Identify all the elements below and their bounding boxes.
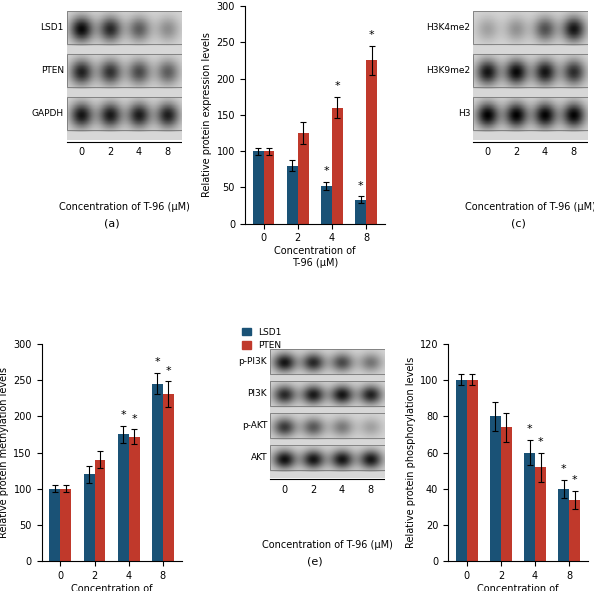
Text: *: * [324,166,329,176]
Text: Concentration of T-96 (μM): Concentration of T-96 (μM) [59,202,189,212]
Text: Concentration of T-96 (μM): Concentration of T-96 (μM) [262,540,393,550]
Text: (c): (c) [511,219,526,228]
Text: (e): (e) [307,556,323,566]
Bar [490,416,501,561]
Text: *: * [358,181,364,191]
Bar [252,151,264,224]
Text: LSD1: LSD1 [40,23,64,32]
Bar [270,349,385,374]
Bar [270,413,385,438]
Text: PI3K: PI3K [248,389,267,398]
Text: *: * [369,30,374,40]
Text: H3K9me2: H3K9me2 [426,66,470,75]
Y-axis label: Relative protein phosphorylation levels: Relative protein phosphorylation levels [406,357,416,548]
Bar [163,394,174,561]
Text: (a): (a) [104,219,119,228]
Text: 2: 2 [513,147,519,157]
Text: 0: 0 [282,485,287,495]
Bar [558,489,569,561]
Bar [535,467,546,561]
Text: 4: 4 [542,147,548,157]
Text: *: * [527,424,532,434]
Text: p-PI3K: p-PI3K [239,357,267,366]
Text: *: * [121,410,126,420]
Text: *: * [334,81,340,91]
Bar [366,60,377,224]
Text: *: * [572,475,577,485]
Text: 8: 8 [368,485,374,495]
Text: *: * [154,357,160,367]
Bar [67,11,182,44]
X-axis label: Concentration of
T-96 (μM): Concentration of T-96 (μM) [477,584,559,591]
Text: *: * [131,414,137,424]
Bar [84,475,94,561]
Text: 2: 2 [310,485,316,495]
Text: *: * [538,437,544,447]
Text: p-AKT: p-AKT [242,421,267,430]
Text: *: * [561,465,567,475]
Text: H3K4me2: H3K4me2 [426,23,470,32]
Bar [321,186,332,224]
X-axis label: Concentration of
T-96 (μM): Concentration of T-96 (μM) [71,584,153,591]
Text: PTEN: PTEN [41,66,64,75]
Bar [332,108,343,224]
Text: 8: 8 [571,147,577,157]
Bar [524,453,535,561]
Bar [287,165,298,224]
X-axis label: Concentration of
T-96 (μM): Concentration of T-96 (μM) [274,246,356,268]
Bar [129,437,140,561]
Text: 8: 8 [165,147,170,157]
Bar [67,97,182,130]
Bar [467,380,478,561]
Bar [501,427,512,561]
Text: AKT: AKT [251,453,267,462]
Bar [473,97,588,130]
Bar [298,133,309,224]
Bar [118,434,129,561]
Bar [67,54,182,87]
Bar [473,54,588,87]
Text: H3: H3 [458,109,470,118]
Text: (b): (b) [307,355,323,365]
Bar [456,380,467,561]
Bar [355,200,366,224]
Bar [94,460,106,561]
Text: *: * [166,366,171,376]
Text: 0: 0 [78,147,84,157]
Text: 2: 2 [107,147,113,157]
Bar [270,381,385,405]
Bar [473,11,588,44]
Text: 0: 0 [485,147,491,157]
Bar [152,384,163,561]
Text: 4: 4 [135,147,142,157]
Text: 4: 4 [339,485,345,495]
Bar [264,151,274,224]
Text: Concentration of T-96 (μM): Concentration of T-96 (μM) [465,202,594,212]
Bar [270,446,385,470]
Y-axis label: Relative protein expression levels: Relative protein expression levels [202,33,212,197]
Text: GAPDH: GAPDH [32,109,64,118]
Legend: LSD1, PTEN: LSD1, PTEN [238,324,285,354]
Bar [49,489,61,561]
Bar [61,489,71,561]
Bar [569,500,580,561]
Y-axis label: Relative protein methylation levels: Relative protein methylation levels [0,367,9,538]
